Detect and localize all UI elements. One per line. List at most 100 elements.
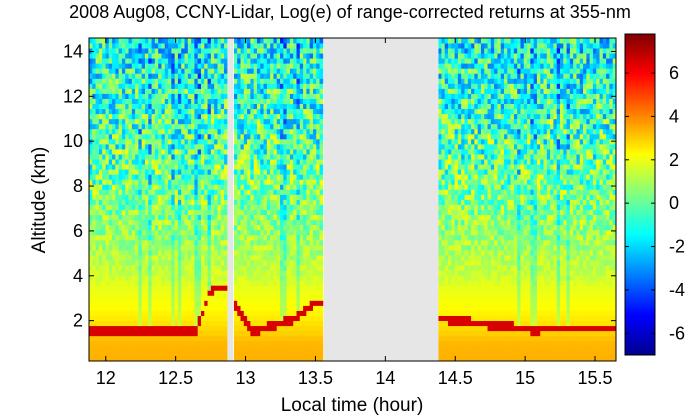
heatmap-cell [457,280,462,286]
heatmap-cell [240,68,245,74]
heatmap-cell [451,204,455,210]
heatmap-cell [256,350,261,357]
heatmap-cell [457,209,462,216]
heatmap-cell [263,43,268,49]
heatmap-cell [98,340,103,347]
heatmap-cell [197,164,202,170]
heatmap-cell [118,179,123,185]
heatmap-cell [464,275,469,281]
heatmap-cell [283,280,288,286]
heatmap-cell [457,325,462,332]
heatmap-cell [135,93,139,99]
heatmap-cell [102,53,106,59]
heatmap-cell [174,103,179,110]
heatmap-cell [247,93,251,99]
heatmap-cell [299,133,304,140]
heatmap-cell [451,305,455,311]
heatmap-cell [102,113,106,120]
heatmap-cell [187,219,192,226]
heatmap-cell [247,154,251,160]
heatmap-cell [438,249,442,256]
heatmap-cell [243,58,248,64]
heatmap-cell [289,149,294,155]
heatmap-cell [115,128,120,135]
heatmap-cell [273,340,278,347]
heatmap-cell [164,310,169,316]
heatmap-cell [181,88,185,94]
heatmap-cell [233,93,238,99]
heatmap-cell [283,290,288,296]
heatmap-cell [233,214,238,221]
heatmap-cell [260,194,264,200]
heatmap-cell [457,219,462,226]
heatmap-cell [174,159,179,165]
heatmap-cell [276,113,281,120]
heatmap-cell [296,255,301,261]
heatmap-cell [181,204,185,210]
heatmap-cell [276,325,281,332]
heatmap-cell [312,340,317,347]
heatmap-cell [102,255,106,261]
heatmap-cell [174,58,179,64]
heatmap-cell [256,93,261,99]
heatmap-cell [454,325,459,332]
heatmap-cell [194,285,199,291]
heatmap-cell [115,43,120,49]
heatmap-cell [184,224,189,231]
heatmap-cell [283,295,288,301]
heatmap-cell [98,229,103,236]
heatmap-cell [121,184,126,190]
heatmap-cell [158,118,162,125]
heatmap-cell [171,128,176,135]
heatmap-cell [289,174,294,180]
heatmap-cell [171,320,176,327]
heatmap-cell [266,83,271,89]
heatmap-cell [141,38,146,44]
heatmap-cell [168,214,172,221]
heatmap-cell [299,184,304,190]
heatmap-cell [115,335,120,342]
heatmap-cell [200,149,205,155]
heatmap-cell [164,340,169,347]
heatmap-cell [454,295,459,301]
heatmap-cell [299,179,304,185]
heatmap-cell [263,300,268,306]
heatmap-cell [171,300,176,306]
heatmap-cell [95,224,100,231]
heatmap-cell [95,265,100,271]
heatmap-cell [204,123,208,130]
heatmap-cell [184,255,189,261]
heatmap-cell [207,154,212,160]
heatmap-cell [217,73,222,79]
heatmap-cell [293,179,297,185]
heatmap-cell [141,340,146,347]
heatmap-cell [224,138,228,145]
heatmap-cell [121,320,126,327]
heatmap-cell [207,335,212,342]
heatmap-cell [207,320,212,327]
heatmap-cell [191,108,195,115]
heatmap-cell [138,138,143,145]
heatmap-cell [112,320,116,327]
heatmap-cell [151,98,156,105]
heatmap-cell [164,305,169,311]
heatmap-cell [293,113,297,120]
heatmap-cell [158,68,162,74]
heatmap-cell [306,204,311,210]
heatmap-cell [92,113,96,120]
heatmap-cell [220,58,225,64]
heatmap-cell [164,143,169,150]
heatmap-cell [217,300,222,306]
heatmap-cell [293,249,297,256]
heatmap-cell [154,68,159,74]
heatmap-cell [177,239,182,246]
heatmap-cell [296,88,301,94]
heatmap-cell [438,310,442,316]
heatmap-cell [293,98,297,105]
heatmap-cell [457,345,462,352]
heatmap-cell [181,214,185,221]
heatmap-cell [243,209,248,216]
heatmap-cell [168,350,172,357]
heatmap-cell [303,229,307,236]
heatmap-cell [289,320,294,327]
